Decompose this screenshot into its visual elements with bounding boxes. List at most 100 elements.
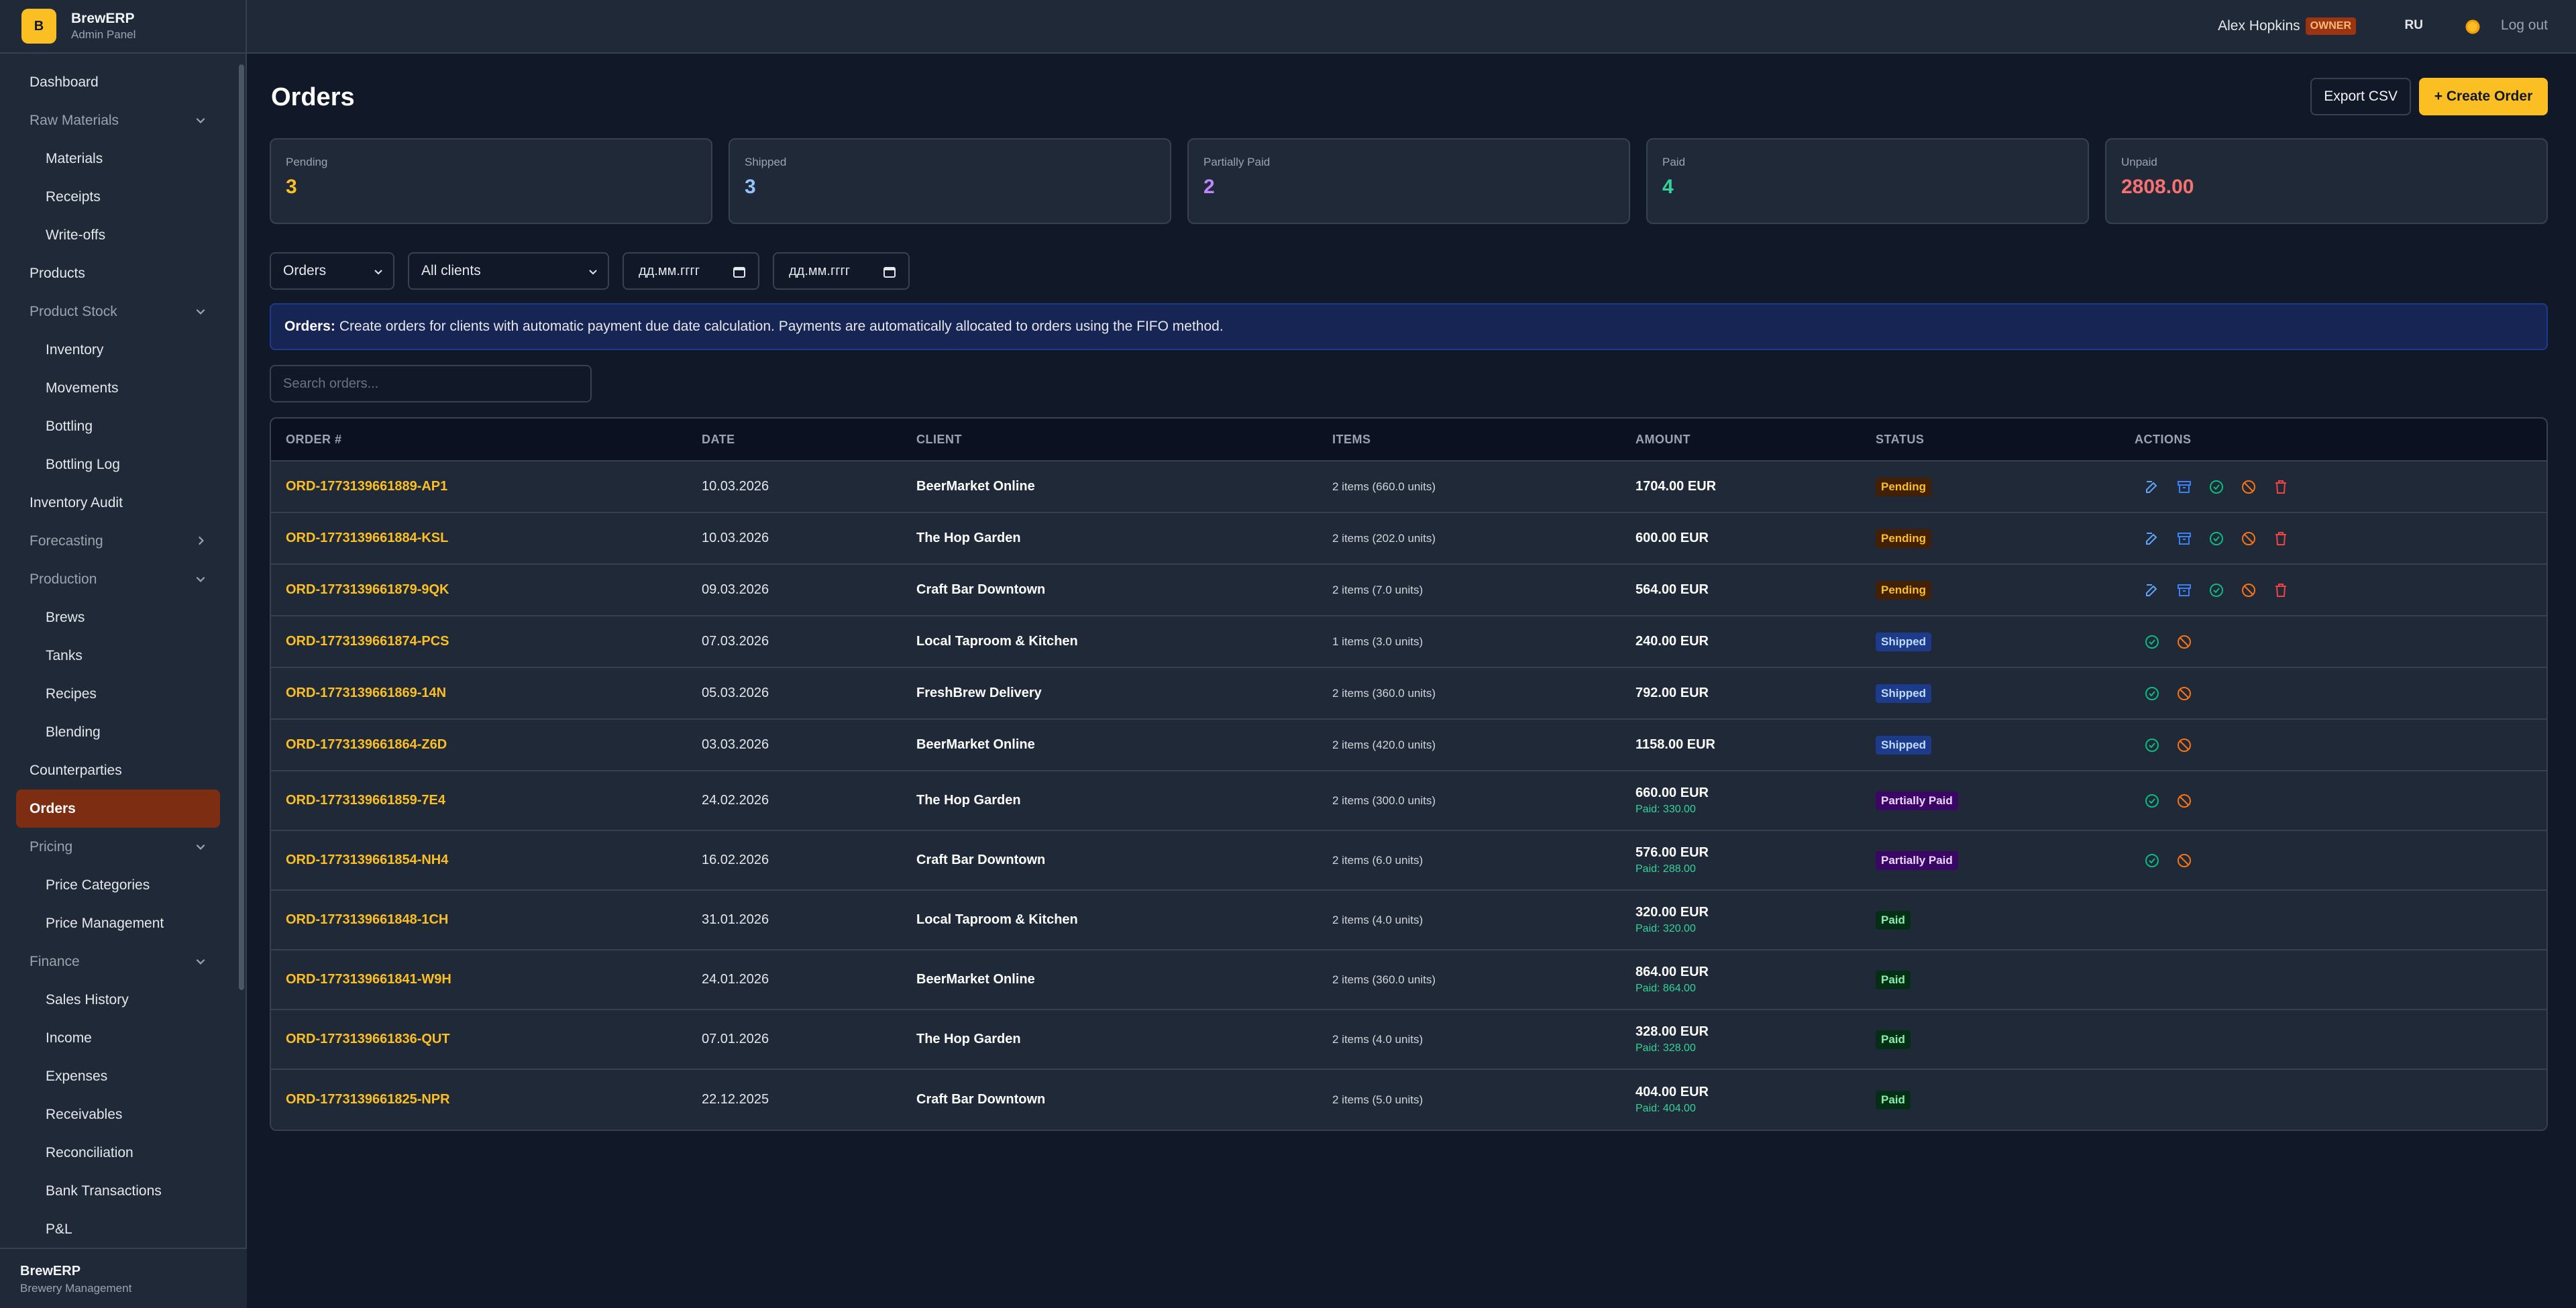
check-circle-icon[interactable] — [2208, 479, 2224, 495]
archive-icon[interactable] — [2176, 479, 2192, 495]
sidebar-item-product-stock[interactable]: Product Stock — [16, 292, 220, 331]
order-number-link[interactable]: ORD-1773139661884-KSL — [286, 531, 449, 545]
order-number-link[interactable]: ORD-1773139661874-PCS — [286, 634, 449, 649]
client-select[interactable]: All clients — [408, 252, 609, 290]
ban-icon[interactable] — [2241, 531, 2257, 547]
sidebar-item-bottling[interactable]: Bottling — [16, 407, 220, 445]
order-number-link[interactable]: ORD-1773139661864-Z6D — [286, 737, 447, 752]
order-number-link[interactable]: ORD-1773139661836-QUT — [286, 1032, 450, 1046]
sidebar-item-pricing[interactable]: Pricing — [16, 828, 220, 866]
check-circle-icon[interactable] — [2208, 582, 2224, 598]
brand[interactable]: B BrewERP Admin Panel — [0, 0, 246, 54]
sun-icon[interactable] — [2463, 17, 2482, 36]
ban-icon[interactable] — [2176, 853, 2192, 869]
sidebar-item-counterparties[interactable]: Counterparties — [16, 751, 220, 789]
trash-icon[interactable] — [2273, 479, 2289, 495]
table-row[interactable]: ORD-1773139661848-1CH 31.01.2026 Local Tap… — [271, 891, 2546, 950]
order-number-link[interactable]: ORD-1773139661841-W9H — [286, 972, 451, 987]
ban-icon[interactable] — [2176, 793, 2192, 809]
export-csv-button[interactable]: Export CSV — [2310, 78, 2411, 115]
chevron-down-icon[interactable] — [195, 573, 207, 585]
table-row[interactable]: ORD-1773139661874-PCS 07.03.2026 Local Tap… — [271, 616, 2546, 668]
check-circle-icon[interactable] — [2144, 686, 2160, 702]
sidebar-item-raw-materials[interactable]: Raw Materials — [16, 101, 220, 140]
create-order-button[interactable]: + Create Order — [2419, 78, 2548, 115]
check-circle-icon[interactable] — [2144, 634, 2160, 650]
logout-button[interactable]: Log out — [2500, 17, 2548, 33]
order-number-link[interactable]: ORD-1773139661825-NPR — [286, 1092, 450, 1107]
order-number-link[interactable]: ORD-1773139661854-NH4 — [286, 853, 449, 867]
sidebar-item-price-categories[interactable]: Price Categories — [16, 866, 220, 904]
sidebar-item-inventory[interactable]: Inventory — [16, 331, 220, 369]
order-number-link[interactable]: ORD-1773139661879-9QK — [286, 582, 449, 597]
table-row[interactable]: ORD-1773139661841-W9H 24.01.2026 BeerMarke… — [271, 950, 2546, 1010]
calendar-icon[interactable] — [883, 265, 896, 278]
order-number-link[interactable]: ORD-1773139661869-14N — [286, 686, 447, 700]
ban-icon[interactable] — [2241, 479, 2257, 495]
sidebar-item-tanks[interactable]: Tanks — [16, 637, 220, 675]
ban-icon[interactable] — [2176, 686, 2192, 702]
table-row[interactable]: ORD-1773139661869-14N 05.03.2026 FreshBrew… — [271, 668, 2546, 720]
table-row[interactable]: ORD-1773139661864-Z6D 03.03.2026 BeerMarke… — [271, 720, 2546, 771]
sidebar-item-finance[interactable]: Finance — [16, 942, 220, 981]
sidebar-item-reconciliation[interactable]: Reconciliation — [16, 1134, 220, 1172]
table-row[interactable]: ORD-1773139661879-9QK 09.03.2026 Craft Bar… — [271, 565, 2546, 616]
date-from-input[interactable]: дд.мм.гггг — [623, 252, 759, 290]
sidebar-item-inventory-audit[interactable]: Inventory Audit — [16, 484, 220, 522]
sidebar-item-movements[interactable]: Movements — [16, 369, 220, 407]
chevron-down-icon[interactable] — [195, 955, 207, 967]
sidebar-item-p-l[interactable]: P&L — [16, 1210, 220, 1245]
archive-icon[interactable] — [2176, 582, 2192, 598]
sidebar-item-materials[interactable]: Materials — [16, 140, 220, 178]
check-circle-icon[interactable] — [2144, 793, 2160, 809]
sidebar-item-recipes[interactable]: Recipes — [16, 675, 220, 713]
sidebar-item-orders[interactable]: Orders — [16, 789, 220, 828]
edit-icon[interactable] — [2144, 531, 2160, 547]
order-number-link[interactable]: ORD-1773139661889-AP1 — [286, 479, 448, 494]
language-switch[interactable]: RU — [2404, 18, 2423, 32]
chevron-down-icon[interactable] — [195, 114, 207, 126]
sidebar-item-blending[interactable]: Blending — [16, 713, 220, 751]
sidebar-item-receipts[interactable]: Receipts — [16, 178, 220, 216]
check-circle-icon[interactable] — [2144, 737, 2160, 753]
table-row[interactable]: ORD-1773139661825-NPR 22.12.2025 Craft Bar… — [271, 1070, 2546, 1130]
sidebar-item-expenses[interactable]: Expenses — [16, 1057, 220, 1095]
search-input[interactable] — [270, 365, 592, 402]
sidebar-item-bank-transactions[interactable]: Bank Transactions — [16, 1172, 220, 1210]
edit-icon[interactable] — [2144, 479, 2160, 495]
sidebar-item-sales-history[interactable]: Sales History — [16, 981, 220, 1019]
sidebar-scrollbar[interactable] — [239, 64, 244, 990]
date-to-input[interactable]: дд.мм.гггг — [773, 252, 910, 290]
table-row[interactable]: ORD-1773139661889-AP1 10.03.2026 BeerMarke… — [271, 461, 2546, 513]
sidebar-item-income[interactable]: Income — [16, 1019, 220, 1057]
check-circle-icon[interactable] — [2144, 853, 2160, 869]
sidebar-item-price-management[interactable]: Price Management — [16, 904, 220, 942]
ban-icon[interactable] — [2176, 634, 2192, 650]
chevron-right-icon[interactable] — [195, 535, 207, 547]
sidebar-item-products[interactable]: Products — [16, 254, 220, 292]
sidebar-item-brews[interactable]: Brews — [16, 598, 220, 637]
archive-icon[interactable] — [2176, 531, 2192, 547]
edit-icon[interactable] — [2144, 582, 2160, 598]
ban-icon[interactable] — [2176, 737, 2192, 753]
chevron-down-icon[interactable] — [195, 305, 207, 317]
chevron-down-icon[interactable] — [195, 840, 207, 853]
sidebar-item-write-offs[interactable]: Write-offs — [16, 216, 220, 254]
table-row[interactable]: ORD-1773139661854-NH4 16.02.2026 Craft Bar… — [271, 831, 2546, 891]
table-row[interactable]: ORD-1773139661884-KSL 10.03.2026 The Hop G… — [271, 513, 2546, 565]
calendar-icon[interactable] — [733, 265, 746, 278]
order-number-link[interactable]: ORD-1773139661859-7E4 — [286, 793, 445, 808]
table-row[interactable]: ORD-1773139661836-QUT 07.01.2026 The Hop G… — [271, 1010, 2546, 1070]
sidebar-item-production[interactable]: Production — [16, 560, 220, 598]
sidebar-item-receivables[interactable]: Receivables — [16, 1095, 220, 1134]
table-row[interactable]: ORD-1773139661859-7E4 24.02.2026 The Hop G… — [271, 771, 2546, 831]
trash-icon[interactable] — [2273, 531, 2289, 547]
check-circle-icon[interactable] — [2208, 531, 2224, 547]
sidebar-item-bottling-log[interactable]: Bottling Log — [16, 445, 220, 484]
ban-icon[interactable] — [2241, 582, 2257, 598]
order-type-select[interactable]: Orders — [270, 252, 394, 290]
sidebar-item-forecasting[interactable]: Forecasting — [16, 522, 220, 560]
sidebar-item-dashboard[interactable]: Dashboard — [16, 63, 220, 101]
trash-icon[interactable] — [2273, 582, 2289, 598]
order-number-link[interactable]: ORD-1773139661848-1CH — [286, 912, 449, 927]
